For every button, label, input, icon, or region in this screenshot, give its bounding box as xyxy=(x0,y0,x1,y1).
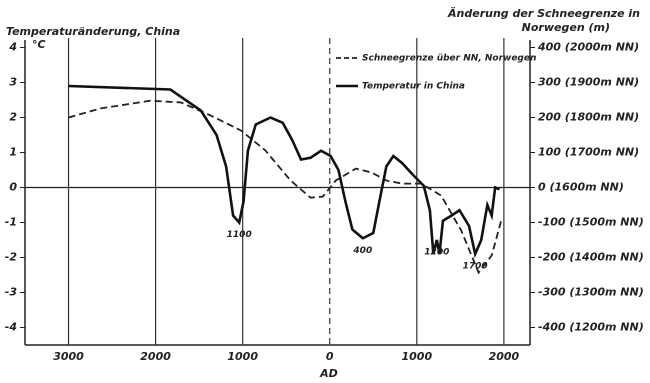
series-line xyxy=(68,99,503,275)
x-tick-label: 0 xyxy=(326,350,334,363)
y-tick-label: -4 xyxy=(5,321,17,334)
y-tick-label: 3 xyxy=(9,76,17,89)
x-label: AD xyxy=(319,367,338,380)
y2-tick-label: 100 (1700m NN) xyxy=(538,146,639,159)
annotation: 1200 xyxy=(424,248,449,258)
x-tick-label: 2000 xyxy=(140,350,171,363)
y2-tick-label: 0 (1600m NN) xyxy=(538,181,624,194)
legend-label: Schneegrenze über NN, Norwegen xyxy=(362,54,536,64)
x-tick-label: 1000 xyxy=(401,350,432,363)
annotation: 400 xyxy=(352,246,372,256)
y2-tick-label: -200 (1400m NN) xyxy=(538,251,644,264)
y-tick-label: 4 xyxy=(8,41,17,54)
y-tick-label: 1 xyxy=(9,146,17,159)
y2-tick-label: 400 (2000m NN) xyxy=(537,41,639,54)
y2-tick-label: -400 (1200m NN) xyxy=(538,321,644,334)
y-tick-label: -2 xyxy=(5,251,18,264)
y2-tick-label: 300 (1900m NN) xyxy=(538,76,639,89)
y-tick-label: -3 xyxy=(5,286,18,299)
annotation: 1100 xyxy=(227,230,252,240)
y-tick-label: 0 xyxy=(9,181,17,194)
x-tick-label: 3000 xyxy=(53,350,84,363)
y2-tick-label: 200 (1800m NN) xyxy=(538,111,639,124)
y2-label: Änderung der Schneegrenze in xyxy=(447,6,640,20)
y2-label: Norwegen (m) xyxy=(522,21,610,34)
legend-label: Temperatur in China xyxy=(362,82,465,92)
series-line xyxy=(68,84,501,259)
y-tick-label: 2 xyxy=(9,111,17,124)
chart-title: Temperaturänderung, China xyxy=(6,25,180,38)
x-tick-label: 1000 xyxy=(227,350,258,363)
y2-tick-label: -100 (1500m NN) xyxy=(538,216,644,229)
y-tick-label: -1 xyxy=(5,216,17,229)
y2-tick-label: -300 (1300m NN) xyxy=(538,286,644,299)
x-tick-label: 2000 xyxy=(489,350,520,363)
y-unit: °C xyxy=(32,38,46,51)
annotation: 1700 xyxy=(463,262,488,272)
